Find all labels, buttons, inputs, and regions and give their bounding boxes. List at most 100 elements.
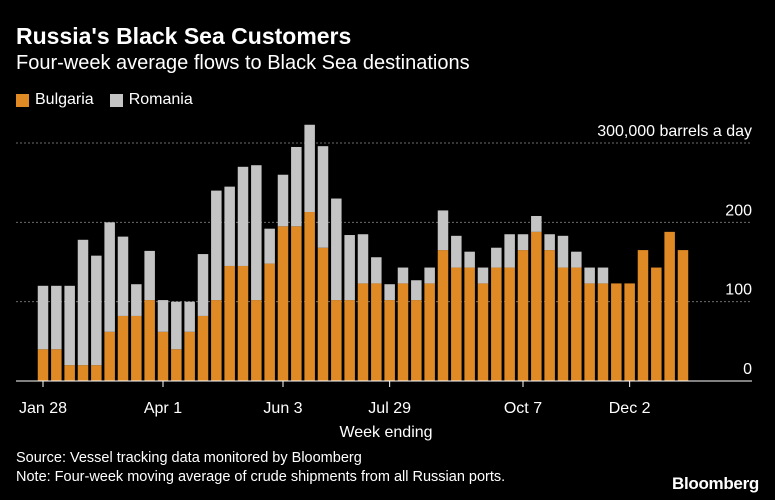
bar-romania [197, 254, 209, 316]
methodology-note: Note: Four-week moving average of crude … [16, 469, 506, 485]
bar-romania [251, 165, 262, 301]
x-tick-label: Oct 7 [504, 400, 542, 417]
bar-bulgaria [157, 331, 169, 381]
bar-bulgaria [557, 267, 569, 381]
bar-romania [384, 284, 395, 301]
chart-footer: Source: Vessel tracking data monitored b… [16, 449, 505, 487]
bar-bulgaria [517, 250, 529, 381]
bar-bulgaria [584, 283, 595, 381]
bar-bulgaria [571, 267, 582, 381]
bar-romania [277, 174, 289, 227]
bar-romania [171, 301, 182, 350]
bar-bulgaria [637, 250, 649, 381]
bar-romania [584, 267, 595, 284]
bar-romania [357, 234, 369, 284]
x-axis-label: Week ending [339, 424, 432, 441]
bar-bulgaria [651, 267, 662, 381]
bar-romania [304, 124, 315, 213]
bar-romania [317, 146, 329, 248]
bar-bulgaria [331, 300, 342, 381]
bar-romania [331, 198, 342, 301]
bar-bulgaria [344, 300, 355, 381]
bar-bulgaria [304, 212, 315, 381]
bar-bulgaria [544, 250, 555, 381]
y-tick-label: 300,000 barrels a day [597, 123, 752, 140]
bar-bulgaria [224, 265, 235, 381]
bar-bulgaria [237, 265, 249, 381]
bar-bulgaria [371, 283, 382, 381]
bar-romania [477, 267, 489, 284]
bar-bulgaria [184, 331, 195, 381]
bar-romania [131, 284, 142, 316]
x-tick-label: Apr 1 [144, 400, 182, 417]
bar-romania [91, 255, 102, 366]
legend-swatch-romania [109, 93, 123, 107]
chart-subtitle: Four-week average flows to Black Sea des… [16, 52, 470, 74]
chart-title: Russia's Black Sea Customers [16, 23, 352, 49]
bar-romania [424, 267, 435, 284]
bar-romania [291, 146, 302, 227]
bar-romania [597, 267, 609, 284]
bar-bulgaria [264, 263, 275, 381]
bar-romania [531, 215, 542, 232]
y-tick-label: 200 [725, 202, 752, 219]
bar-bulgaria [677, 250, 689, 381]
bloomberg-logo: Bloomberg [671, 474, 759, 493]
bar-bulgaria [211, 300, 222, 381]
bar-bulgaria [51, 349, 62, 381]
bar-bulgaria [197, 315, 209, 381]
bar-romania [51, 285, 62, 350]
bar-bulgaria [424, 283, 435, 381]
x-tick-label: Dec 2 [609, 400, 651, 417]
bar-bulgaria [291, 226, 302, 381]
bar-bulgaria [171, 349, 182, 381]
bar-romania [77, 239, 89, 366]
legend-item-bulgaria: Bulgaria [16, 90, 94, 110]
bar-bulgaria [397, 283, 409, 381]
bar-romania [557, 235, 569, 268]
bar-romania [264, 228, 275, 264]
bar-bulgaria [251, 300, 262, 381]
bar-bulgaria [357, 283, 369, 381]
bar-romania [451, 235, 462, 268]
bar-romania [504, 234, 515, 268]
legend-item-romania: Romania [109, 90, 193, 110]
bar-bulgaria [104, 331, 115, 381]
bar-bulgaria [504, 267, 515, 381]
bar-romania [184, 301, 195, 332]
bar-bulgaria [491, 267, 502, 381]
bar-bulgaria [37, 349, 49, 381]
bar-bulgaria [317, 247, 329, 381]
bar-bulgaria [451, 267, 462, 381]
bar-bulgaria [144, 300, 155, 381]
chart-legend: Bulgaria Romania [16, 90, 193, 110]
bar-romania [344, 235, 355, 301]
x-tick-label: Jan 28 [19, 400, 67, 417]
bar-bulgaria [91, 365, 102, 381]
bar-romania [544, 234, 555, 251]
legend-label-romania: Romania [128, 91, 193, 108]
bar-romania [117, 236, 129, 316]
bar-bulgaria [437, 250, 449, 381]
bar-romania [37, 285, 49, 350]
bar-romania [211, 190, 222, 301]
bar-romania [104, 222, 115, 332]
bar-bulgaria [531, 231, 542, 381]
bar-romania [464, 251, 475, 268]
bar-bulgaria [597, 283, 609, 381]
bar-romania [411, 280, 422, 301]
bar-romania [64, 285, 75, 366]
y-tick-label: 100 [725, 282, 752, 299]
y-tick-labels: 0 100 200 300,000 barrels a day [597, 123, 752, 378]
legend-label-bulgaria: Bulgaria [35, 91, 94, 108]
bar-romania [397, 267, 409, 284]
x-tick-label: Jul 29 [368, 400, 411, 417]
bar-bulgaria [77, 365, 89, 381]
bar-romania [237, 166, 249, 266]
bar-bulgaria [64, 365, 75, 381]
bar-romania [144, 250, 155, 301]
x-tick-label: Jun 3 [263, 400, 302, 417]
bar-romania [224, 186, 235, 266]
bar-bulgaria [611, 283, 622, 381]
